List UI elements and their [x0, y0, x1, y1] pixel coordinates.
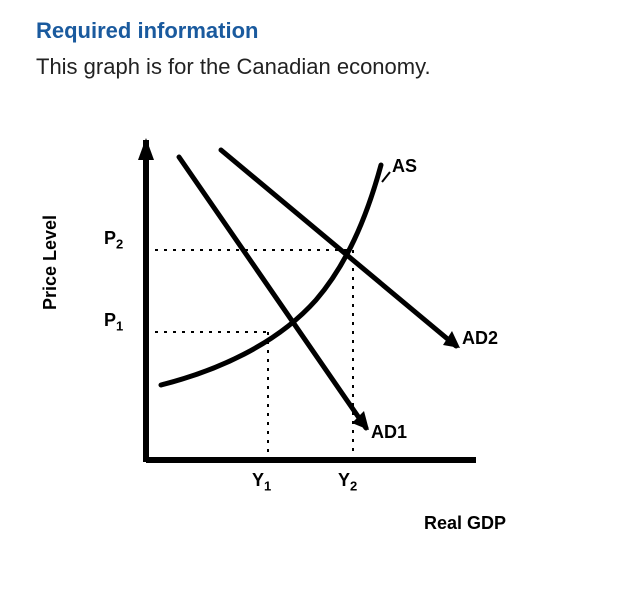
- as-ad-chart: Price Level P2 P1 Y1 Y2 AS AD1 AD2 Real …: [46, 110, 516, 540]
- y-axis-label: Price Level: [40, 215, 61, 310]
- as-label-pointer: [382, 172, 390, 182]
- axes: [146, 140, 476, 462]
- curve-ad1: [179, 157, 366, 428]
- curve-ad2: [221, 150, 456, 346]
- caption-text: This graph is for the Canadian economy.: [36, 54, 600, 80]
- x-axis-label: Real GDP: [424, 513, 506, 534]
- label-as: AS: [392, 156, 417, 177]
- label-ad1: AD1: [371, 422, 407, 443]
- y-axis-arrow-icon: [138, 138, 154, 160]
- guide-lines: [146, 250, 353, 460]
- y-tick-p2: P2: [104, 228, 123, 252]
- curve-as: [161, 165, 381, 385]
- heading-required-info: Required information: [36, 18, 600, 44]
- x-tick-y1: Y1: [252, 470, 271, 494]
- label-ad2: AD2: [462, 328, 498, 349]
- y-tick-p1: P1: [104, 310, 123, 334]
- x-tick-y2: Y2: [338, 470, 357, 494]
